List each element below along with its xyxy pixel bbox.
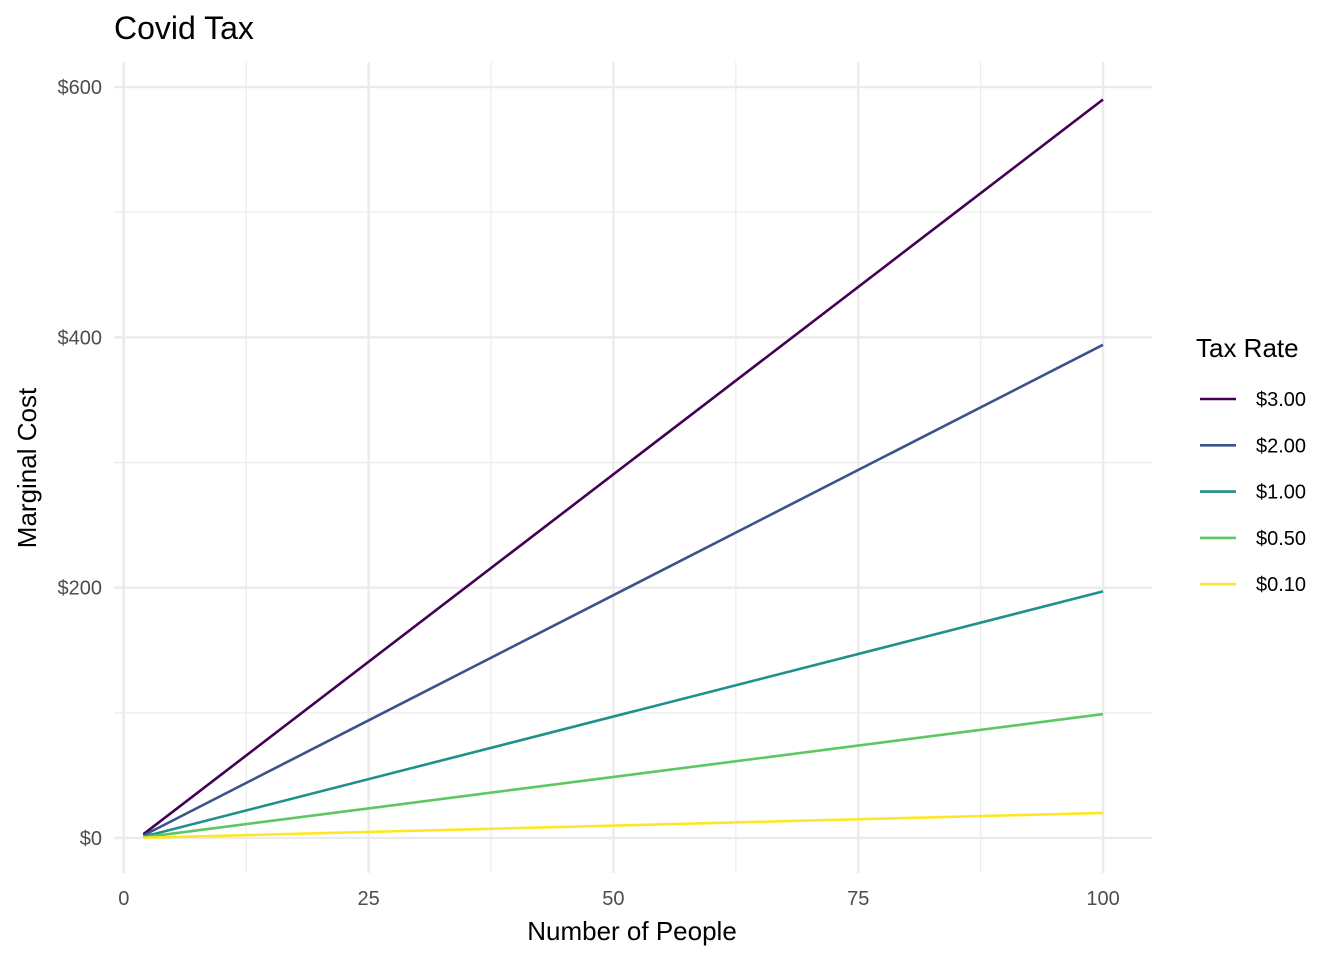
y-axis-ticks: $0 $200 $400 $600 [58,77,103,850]
x-tick-label: 100 [1086,888,1119,910]
legend: Tax Rate $3.00 $2.00 $1.00 $0.50 $0.10 [1196,333,1306,596]
legend-title: Tax Rate [1196,333,1299,363]
x-tick-label: 25 [357,888,379,910]
legend-label: $1.00 [1256,482,1306,504]
legend-label: $2.00 [1256,435,1306,457]
series-lines [142,98,1104,840]
legend-label: $0.10 [1256,574,1306,596]
x-tick-label: 50 [602,888,624,910]
chart-title: Covid Tax [114,10,254,46]
series-line [143,590,1104,838]
legend-label: $0.50 [1256,528,1306,550]
series-line [142,98,1104,836]
x-tick-label: 0 [118,888,129,910]
y-tick-label: $0 [80,828,102,850]
series-line [143,712,1104,839]
x-axis-title: Number of People [527,916,737,946]
y-tick-label: $200 [58,578,103,600]
legend-label: $3.00 [1256,389,1306,411]
y-tick-label: $600 [58,77,103,99]
x-axis-ticks: 0 25 50 75 100 [118,888,1119,910]
series-line [143,811,1104,840]
series-line [142,343,1104,837]
x-tick-label: 75 [847,888,869,910]
grid [114,62,1152,873]
y-tick-label: $400 [58,327,103,349]
y-axis-title: Marginal Cost [12,387,42,548]
